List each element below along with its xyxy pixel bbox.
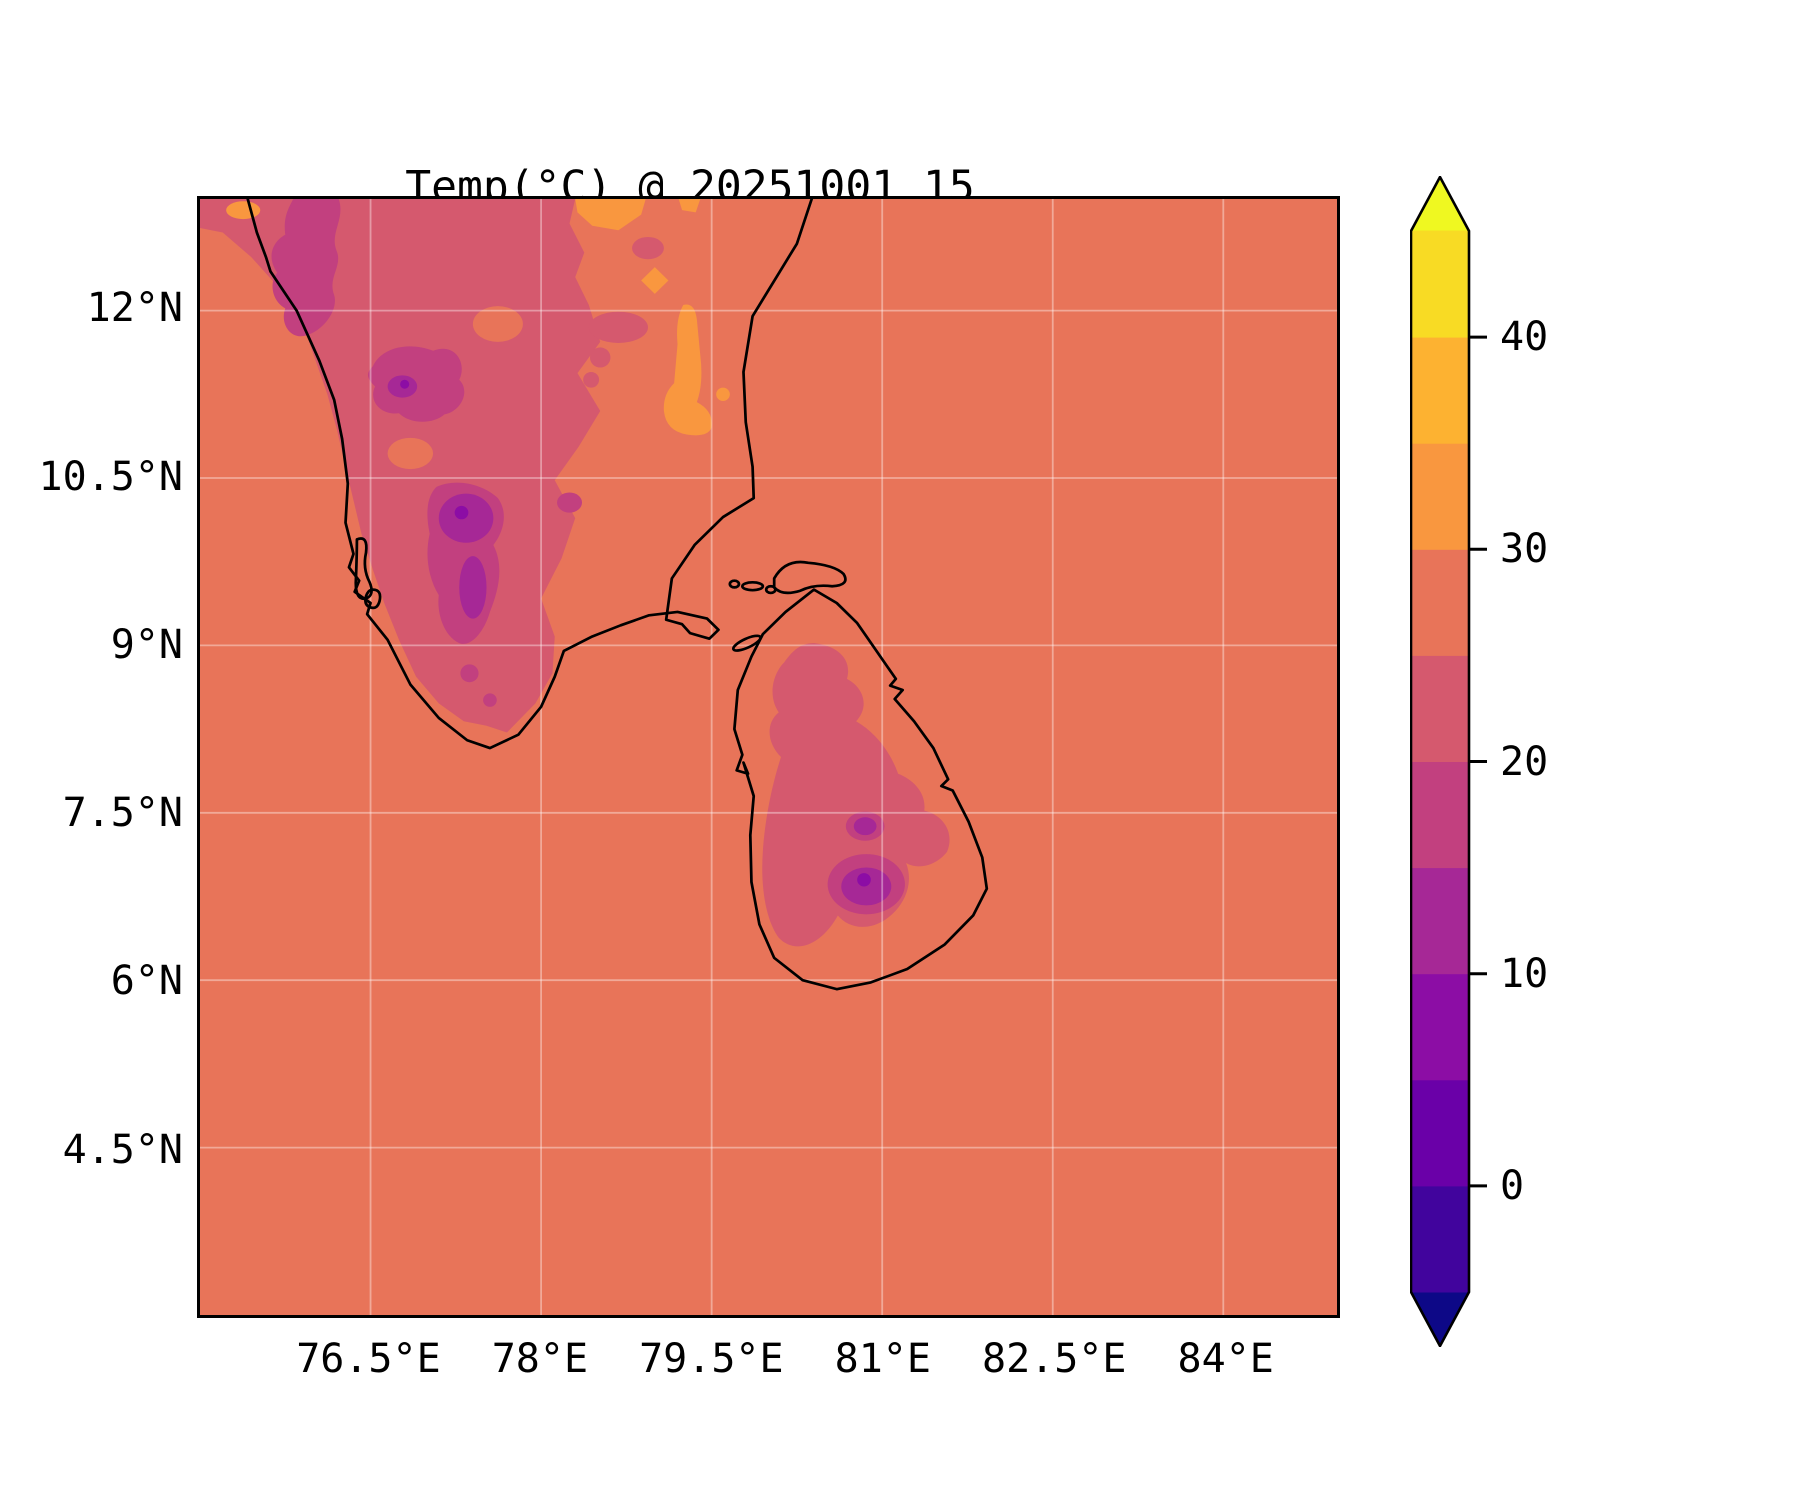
x-tick-label: 81°E (834, 1336, 931, 1382)
y-tick-label: 12°N (86, 285, 183, 332)
colorbar-bin (1410, 867, 1470, 975)
colorbar-over-arrow (1411, 177, 1469, 231)
fill-palani-core-10-15 (438, 493, 494, 543)
coastline-islet-3 (728, 579, 741, 589)
coastline-kerala-lake-1 (354, 537, 373, 601)
y-tick-label: 4.5°N (62, 1126, 183, 1173)
coastline-islet-2 (764, 584, 777, 595)
temperature-fill-regions (200, 199, 950, 947)
fill-cardamom-core-10-15 (459, 556, 487, 619)
coastline-india (246, 199, 814, 750)
fill-sl-highland-10-15 (841, 867, 892, 906)
x-tick-label: 79.5°E (639, 1336, 784, 1382)
fill-cold-spot-1 (400, 379, 410, 389)
fill-sl-hill-10-15 (853, 817, 877, 836)
fill-hot-streak-30-35 (663, 304, 712, 436)
fill-warm-pocket-2 (472, 306, 523, 342)
colorbar-outline (1410, 176, 1471, 1347)
coastline-srilanka (733, 588, 989, 991)
fill-srilanka-band-20-25 (762, 643, 950, 947)
fill-magenta-dot-2 (483, 693, 497, 707)
y-tick-label: 6°N (110, 958, 183, 1005)
map-axes (197, 196, 1340, 1318)
colorbar-bin (1410, 442, 1470, 550)
fill-hot-dot-30-35 (716, 387, 730, 401)
x-tick-label: 84°E (1177, 1336, 1274, 1382)
y-tick-label: 10.5°N (38, 453, 184, 500)
fill-ghats-north-15-20 (271, 199, 341, 337)
colorbar (1410, 176, 1487, 1347)
map-svg (200, 199, 1337, 1315)
fill-hot-top-blob-30-35 (575, 199, 646, 231)
colorbar-bin (1410, 973, 1470, 1081)
fill-pink-blob-2 (589, 347, 611, 368)
colorbar-tick-label: 0 (1500, 1162, 1525, 1209)
fill-magenta-dot-1 (460, 664, 479, 683)
x-tick-label: 82.5°E (982, 1336, 1127, 1382)
y-tick-label: 9°N (110, 621, 183, 668)
colorbar-tick-label: 10 (1500, 950, 1549, 997)
colorbar-tick-label: 40 (1500, 314, 1549, 361)
fill-warm-pocket-1 (387, 437, 434, 470)
fill-cold-spot-2 (454, 505, 469, 520)
x-tick-label: 78°E (491, 1336, 589, 1382)
coastline-jaffna-peninsula (772, 560, 847, 595)
fill-sl-highland-5-10 (857, 873, 871, 887)
coastline-kerala-lake-2 (364, 588, 382, 610)
colorbar-bin (1410, 654, 1470, 762)
colorbar-bin (1410, 336, 1470, 444)
colorbar-under-arrow (1411, 1292, 1469, 1346)
colorbar-tick-label: 30 (1500, 526, 1549, 573)
coastlines (246, 199, 989, 991)
fill-hot-diamond-30-35 (641, 267, 669, 294)
y-tick-label: 7.5°N (62, 790, 183, 837)
colorbar-bin (1410, 1185, 1470, 1293)
x-tick-label: 76.5°E (296, 1336, 441, 1382)
coastline-mannar-island (731, 634, 762, 652)
fill-hot-topleft-30-35 (226, 201, 261, 220)
fill-pink-blob-4 (632, 236, 664, 260)
fill-magenta-dot-3 (557, 492, 583, 513)
colorbar-bin (1410, 761, 1470, 869)
colorbar-tick-label: 20 (1500, 738, 1549, 785)
fill-pink-blob-3 (583, 371, 600, 388)
coastline-islet-1 (740, 581, 765, 592)
colorbar-bin (1410, 230, 1470, 338)
colorbar-bin (1410, 1079, 1470, 1187)
colorbar-bin (1410, 548, 1470, 656)
fill-pink-blob-1 (588, 311, 648, 343)
fill-hot-top-sliver-30-35 (678, 199, 701, 213)
